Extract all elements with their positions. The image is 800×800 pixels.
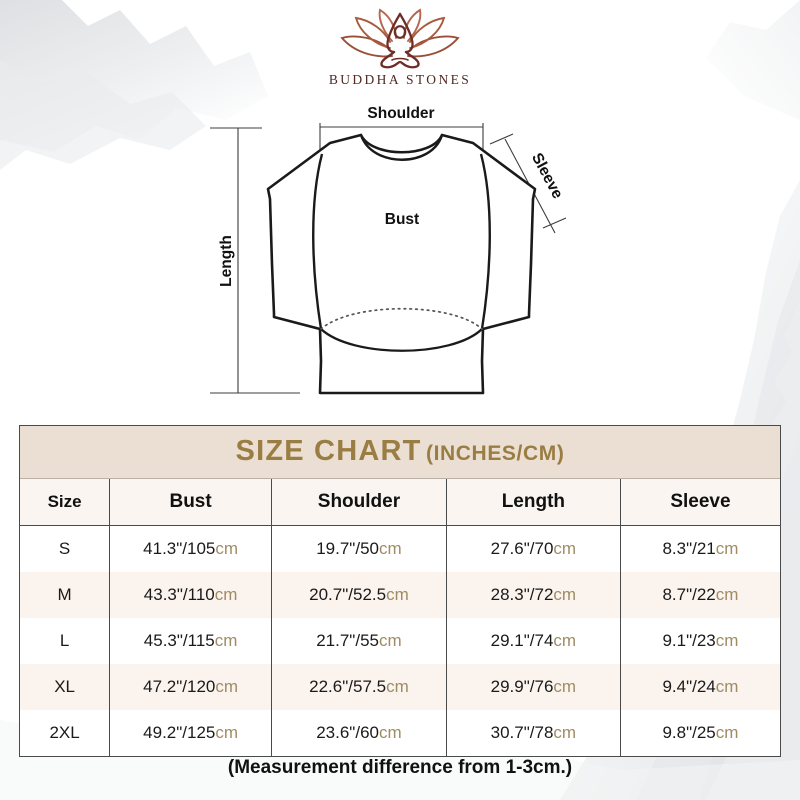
cell-bust: 49.2"/125cm <box>109 710 273 756</box>
label-length: Length <box>218 235 235 287</box>
value-length: 29.9"/76 <box>490 677 554 696</box>
cell-size: S <box>20 525 111 572</box>
cell-sleeve: 9.8"/25cm <box>620 710 780 756</box>
unit-bust: cm <box>214 585 238 604</box>
cell-sleeve: 9.4"/24cm <box>620 664 780 710</box>
cell-length: 30.7"/78cm <box>446 710 621 756</box>
measurement-note: (Measurement difference from 1-3cm.) <box>227 757 573 778</box>
unit-length: cm <box>553 631 577 650</box>
column-header-sleeve: Sleeve <box>620 479 780 526</box>
unit-shoulder: cm <box>378 723 402 742</box>
unit-sleeve: cm <box>715 677 739 696</box>
size-chart-card: SIZE CHART (INCHES/CM) Size Bust Shoulde… <box>19 425 781 757</box>
label-shoulder: Shoulder <box>367 105 434 122</box>
unit-bust: cm <box>215 539 239 558</box>
value-shoulder: 22.6"/57.5 <box>309 677 387 696</box>
cell-length: 28.3"/72cm <box>446 572 621 618</box>
unit-length: cm <box>553 585 577 604</box>
unit-bust: cm <box>215 723 239 742</box>
unit-length: cm <box>553 539 577 558</box>
unit-bust: cm <box>215 677 239 696</box>
cell-length: 29.9"/76cm <box>446 664 621 710</box>
unit-sleeve: cm <box>715 585 739 604</box>
unit-shoulder: cm <box>378 539 402 558</box>
cell-shoulder: 22.6"/57.5cm <box>271 664 447 710</box>
cell-sleeve: 8.7"/22cm <box>620 572 780 618</box>
value-bust: 49.2"/125 <box>143 723 216 742</box>
value-shoulder: 21.7"/55 <box>316 631 379 650</box>
size-chart-table: Size Bust Shoulder Length Sleeve S 41.3"… <box>20 479 780 756</box>
value-sleeve: 8.7"/22 <box>662 585 716 604</box>
column-header-shoulder: Shoulder <box>271 479 447 526</box>
cell-length: 29.1"/74cm <box>446 618 621 664</box>
table-row: 2XL 49.2"/125cm 23.6"/60cm 30.7"/78cm 9.… <box>20 710 780 756</box>
unit-sleeve: cm <box>715 723 739 742</box>
tshirt-diagram: Shoulder Bust Length Sleeve <box>0 96 800 416</box>
cell-bust: 47.2"/120cm <box>109 664 273 710</box>
table-row: XL 47.2"/120cm 22.6"/57.5cm 29.9"/76cm 9… <box>20 664 780 710</box>
unit-shoulder: cm <box>386 677 409 696</box>
unit-sleeve: cm <box>715 539 739 558</box>
lotus-meditation-icon <box>340 8 460 69</box>
cell-length: 27.6"/70cm <box>446 525 621 572</box>
cell-sleeve: 9.1"/23cm <box>620 618 780 664</box>
unit-shoulder: cm <box>386 585 409 604</box>
value-bust: 47.2"/120 <box>143 677 216 696</box>
value-sleeve: 9.1"/23 <box>662 631 716 650</box>
value-length: 27.6"/70 <box>490 539 554 558</box>
table-row: S 41.3"/105cm 19.7"/50cm 27.6"/70cm 8.3"… <box>20 525 780 573</box>
column-header-length: Length <box>446 479 621 526</box>
unit-sleeve: cm <box>715 631 739 650</box>
column-header-bust: Bust <box>109 479 273 526</box>
size-chart-title: SIZE CHART (INCHES/CM) <box>20 426 780 479</box>
value-shoulder: 19.7"/50 <box>316 539 379 558</box>
size-chart-title-main: SIZE CHART <box>235 435 422 467</box>
tshirt-measurement-svg: Shoulder Bust Length Sleeve <box>210 105 567 395</box>
cell-bust: 43.3"/110cm <box>109 572 273 618</box>
value-shoulder: 23.6"/60 <box>316 723 379 742</box>
value-sleeve: 8.3"/21 <box>662 539 716 558</box>
cell-bust: 41.3"/105cm <box>109 525 273 572</box>
value-length: 28.3"/72 <box>490 585 554 604</box>
value-bust: 45.3"/115 <box>143 631 215 650</box>
size-chart-title-units: (INCHES/CM) <box>426 442 565 465</box>
table-row: M 43.3"/110cm 20.7"/52.5cm 28.3"/72cm 8.… <box>20 572 780 618</box>
table-header-row: Size Bust Shoulder Length Sleeve <box>20 479 780 526</box>
unit-bust: cm <box>214 631 238 650</box>
label-bust: Bust <box>385 211 419 228</box>
value-sleeve: 9.8"/25 <box>662 723 716 742</box>
column-header-size: Size <box>20 479 111 526</box>
table-row: L 45.3"/115cm 21.7"/55cm 29.1"/74cm 9.1"… <box>20 618 780 664</box>
value-length: 30.7"/78 <box>490 723 554 742</box>
cell-shoulder: 20.7"/52.5cm <box>271 572 447 618</box>
value-length: 29.1"/74 <box>490 631 554 650</box>
cell-shoulder: 19.7"/50cm <box>271 525 447 572</box>
cell-sleeve: 8.3"/21cm <box>620 526 780 573</box>
cell-size: 2XL <box>20 710 111 756</box>
value-bust: 43.3"/110 <box>143 585 215 604</box>
value-sleeve: 9.4"/24 <box>662 677 716 696</box>
cell-size: M <box>20 572 111 618</box>
unit-shoulder: cm <box>378 631 402 650</box>
value-shoulder: 20.7"/52.5 <box>309 585 387 604</box>
cell-size: XL <box>20 664 111 710</box>
cell-bust: 45.3"/115cm <box>109 618 273 664</box>
value-bust: 41.3"/105 <box>143 539 216 558</box>
brand-name: BUDDHA STONES <box>328 72 472 87</box>
unit-length: cm <box>553 723 577 742</box>
cell-shoulder: 21.7"/55cm <box>271 618 447 664</box>
cell-shoulder: 23.6"/60cm <box>271 710 447 756</box>
cell-size: L <box>20 618 111 664</box>
brand-block: BUDDHA STONES <box>0 8 800 88</box>
unit-length: cm <box>553 677 577 696</box>
